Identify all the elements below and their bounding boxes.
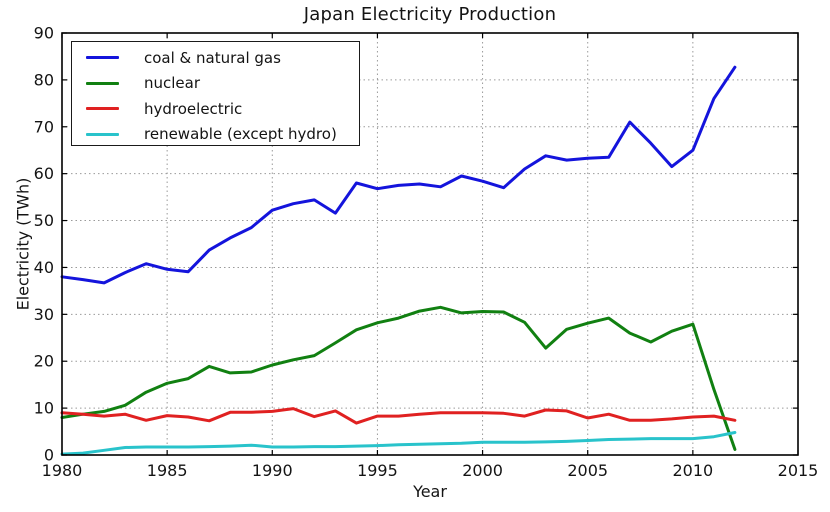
x-axis-label: Year [413,482,447,501]
y-tick-label: 80 [34,70,54,89]
x-tick-label: 1995 [357,461,398,480]
legend-line-swatch-coal-natural-gas [86,56,119,60]
legend-label-nuclear: nuclear [144,74,201,93]
y-tick-label: 10 [34,399,54,418]
plot-frame [61,32,799,456]
legend-label-hydroelectric: hydroelectric [144,99,243,118]
x-tick-label: 2005 [567,461,608,480]
legend-line-swatch-nuclear [86,81,119,85]
legend: coal & natural gas nuclear hydroelectric re… [71,41,360,146]
y-axis-label: Electricity (TWh) [13,177,33,311]
legend-line-swatch-hydroelectric [86,107,119,111]
y-tick-label: 60 [34,164,54,183]
x-tick-label: 2010 [672,461,713,480]
legend-item-coal-natural-gas: coal & natural gas [72,45,359,71]
x-tick-label: 1985 [147,461,188,480]
legend-item-hydroelectric: hydroelectric [72,96,359,122]
series-line-hydroelectric [60,407,737,425]
x-tick-label: 2000 [462,461,503,480]
chart-title: Japan Electricity Production [303,4,557,25]
series-line-renewable [60,431,737,456]
axis-ticks [61,32,799,456]
x-tick-label: 2015 [778,461,819,480]
legend-label-coal-natural-gas: coal & natural gas [144,48,281,67]
y-tick-label: 40 [34,258,54,277]
y-tick-label: 30 [34,305,54,324]
legend-item-renewable: renewable (except hydro) [72,122,359,148]
y-tick-label: 90 [34,24,54,43]
y-tick-label: 50 [34,211,54,230]
x-tick-label: 1980 [42,461,83,480]
series-line-nuclear [60,305,737,451]
y-tick-label: 0 [44,446,54,465]
legend-item-nuclear: nuclear [72,71,359,97]
series-line-coal-natural-gas [60,65,737,285]
legend-line-swatch-renewable [86,132,119,136]
y-tick-label: 20 [34,352,54,371]
legend-label-renewable: renewable (except hydro) [144,125,337,144]
x-tick-label: 1990 [252,461,293,480]
y-tick-label: 70 [34,117,54,136]
